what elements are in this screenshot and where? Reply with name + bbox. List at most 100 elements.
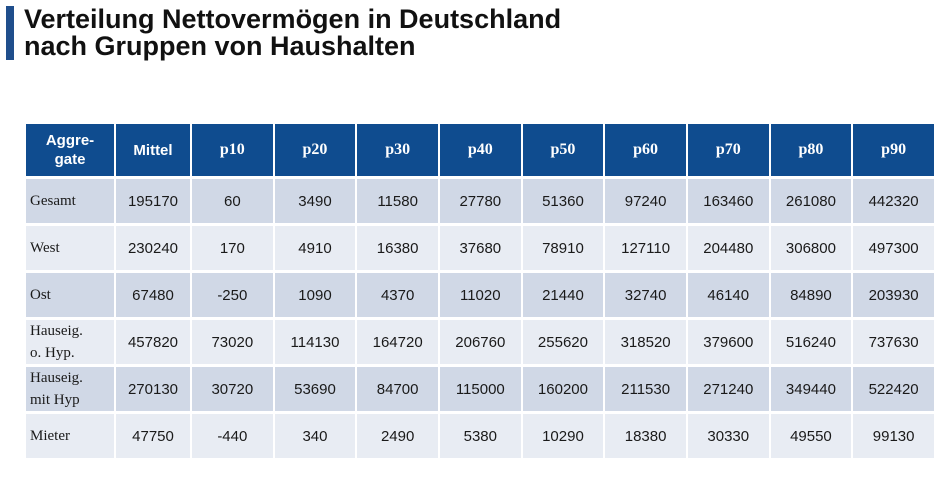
header-row: Aggre- gate Mittel p10 p20 p30 p40 p50 p…: [26, 124, 934, 176]
cell-value: 53690: [274, 367, 356, 411]
cell-value: 211530: [605, 367, 686, 411]
header-p80: p80: [770, 124, 852, 176]
row-label-line: West: [30, 240, 60, 256]
cell-value: 32740: [605, 273, 686, 317]
cell-value: 1090: [274, 273, 356, 317]
title-accent-bar: [6, 6, 14, 60]
cell-value: 270130: [116, 367, 190, 411]
cell-value: 60: [192, 179, 273, 223]
table-row: Mieter 47750 -440 340 2490 5380 10290 18380 3033…: [26, 414, 934, 458]
row-label-line: o. Hyp.: [30, 345, 75, 361]
cell-value: 27780: [439, 179, 521, 223]
cell-value: 349440: [770, 367, 852, 411]
cell-value: 84890: [770, 273, 852, 317]
cell-value: 37680: [439, 226, 521, 270]
cell-value: 230240: [116, 226, 190, 270]
cell-value: 255620: [522, 320, 604, 364]
cell-value: -250: [192, 273, 273, 317]
cell-value: 195170: [116, 179, 190, 223]
cell-value: 49550: [770, 414, 852, 458]
cell-value: 340: [274, 414, 356, 458]
cell-value: 271240: [687, 367, 769, 411]
cell-value: 21440: [522, 273, 604, 317]
title-block: Verteilung Nettovermögen in Deutschland …: [6, 6, 561, 60]
cell-value: 97240: [605, 179, 686, 223]
cell-value: 379600: [687, 320, 769, 364]
cell-value: 497300: [853, 226, 934, 270]
row-label: Ost: [26, 273, 114, 317]
header-mittel: Mittel: [116, 124, 190, 176]
row-label-line: Gesamt: [30, 193, 76, 209]
title-line-1: Verteilung Nettovermögen in Deutschland: [24, 4, 562, 34]
cell-value: 3490: [274, 179, 356, 223]
cell-value: 206760: [439, 320, 521, 364]
cell-value: -440: [192, 414, 273, 458]
cell-value: 522420: [853, 367, 934, 411]
cell-value: 203930: [853, 273, 934, 317]
cell-value: 47750: [116, 414, 190, 458]
cell-value: 46140: [687, 273, 769, 317]
row-label-line: mit Hyp: [30, 392, 80, 408]
cell-value: 318520: [605, 320, 686, 364]
header-aggregate: Aggre- gate: [26, 124, 114, 176]
cell-value: 73020: [192, 320, 273, 364]
header-p30: p30: [357, 124, 438, 176]
table-row: Ost 67480 -250 1090 4370 11020 21440 32740 46140…: [26, 273, 934, 317]
header-aggregate-line-1: Aggre-: [45, 132, 95, 149]
header-p50: p50: [522, 124, 604, 176]
cell-value: 442320: [853, 179, 934, 223]
cell-value: 30330: [687, 414, 769, 458]
table-row: Gesamt 195170 60 3490 11580 27780 51360 97240 16…: [26, 179, 934, 223]
wealth-distribution-table: Aggre- gate Mittel p10 p20 p30 p40 p50 p…: [24, 121, 936, 461]
header-p20: p20: [274, 124, 356, 176]
cell-value: 163460: [687, 179, 769, 223]
cell-value: 4370: [357, 273, 438, 317]
cell-value: 516240: [770, 320, 852, 364]
row-label: Gesamt: [26, 179, 114, 223]
row-label-line: Hauseig.: [30, 370, 83, 386]
cell-value: 115000: [439, 367, 521, 411]
cell-value: 5380: [439, 414, 521, 458]
cell-value: 457820: [116, 320, 190, 364]
header-aggregate-line-2: gate: [54, 151, 86, 168]
header-p60: p60: [605, 124, 686, 176]
cell-value: 164720: [357, 320, 438, 364]
cell-value: 18380: [605, 414, 686, 458]
cell-value: 737630: [853, 320, 934, 364]
cell-value: 261080: [770, 179, 852, 223]
cell-value: 99130: [853, 414, 934, 458]
row-label: West: [26, 226, 114, 270]
table-body: Gesamt 195170 60 3490 11580 27780 51360 97240 16…: [26, 179, 934, 458]
page-title: Verteilung Nettovermögen in Deutschland …: [24, 6, 561, 60]
cell-value: 170: [192, 226, 273, 270]
cell-value: 67480: [116, 273, 190, 317]
cell-value: 51360: [522, 179, 604, 223]
cell-value: 11020: [439, 273, 521, 317]
row-label-line: Mieter: [30, 428, 70, 444]
row-label-line: Ost: [30, 287, 51, 303]
header-p10: p10: [192, 124, 273, 176]
cell-value: 306800: [770, 226, 852, 270]
header-p90: p90: [853, 124, 934, 176]
title-line-2: nach Gruppen von Haushalten: [24, 31, 416, 61]
cell-value: 10290: [522, 414, 604, 458]
row-label-line: Hauseig.: [30, 323, 83, 339]
header-p70: p70: [687, 124, 769, 176]
header-p40: p40: [439, 124, 521, 176]
cell-value: 160200: [522, 367, 604, 411]
row-label: Hauseig. o. Hyp.: [26, 320, 114, 364]
cell-value: 78910: [522, 226, 604, 270]
cell-value: 4910: [274, 226, 356, 270]
table-row: Hauseig. o. Hyp. 457820 73020 114130 164720 20…: [26, 320, 934, 364]
row-label: Mieter: [26, 414, 114, 458]
table-row: Hauseig. mit Hyp 270130 30720 53690 84700 1150…: [26, 367, 934, 411]
cell-value: 127110: [605, 226, 686, 270]
table-row: West 230240 170 4910 16380 37680 78910 127110 20…: [26, 226, 934, 270]
cell-value: 16380: [357, 226, 438, 270]
cell-value: 11580: [357, 179, 438, 223]
cell-value: 204480: [687, 226, 769, 270]
cell-value: 2490: [357, 414, 438, 458]
cell-value: 30720: [192, 367, 273, 411]
cell-value: 114130: [274, 320, 356, 364]
row-label: Hauseig. mit Hyp: [26, 367, 114, 411]
